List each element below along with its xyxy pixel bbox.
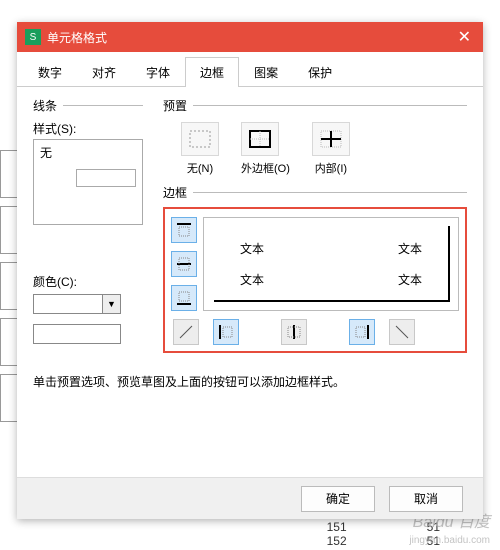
- border-preview[interactable]: 文本 文本 文本 文本: [203, 217, 459, 311]
- preset-none-label: 无(N): [181, 160, 219, 176]
- border-preview-frame: 文本 文本 文本 文本: [163, 207, 467, 353]
- border-diag-down-button[interactable]: [389, 319, 415, 345]
- border-group-label: 边框: [163, 184, 187, 201]
- close-icon[interactable]: ✕: [454, 27, 475, 47]
- border-right-button[interactable]: [349, 319, 375, 345]
- dialog-title: 单元格格式: [47, 29, 107, 46]
- line-group-label: 线条: [33, 97, 57, 114]
- app-logo-icon: S: [25, 29, 41, 45]
- dropdown-arrow-icon[interactable]: ▼: [103, 294, 121, 314]
- ok-button[interactable]: 确定: [301, 486, 375, 512]
- tab-2[interactable]: 字体: [131, 57, 185, 87]
- preview-text: 文本: [240, 271, 264, 288]
- preset-outer-button[interactable]: [241, 122, 279, 156]
- tab-5[interactable]: 保护: [293, 57, 347, 87]
- border-bottom-button[interactable]: [171, 285, 197, 311]
- preset-inner-label: 内部(I): [312, 160, 350, 176]
- line-style-list[interactable]: 无: [33, 139, 143, 225]
- border-top-button[interactable]: [171, 217, 197, 243]
- titlebar: S 单元格格式 ✕: [17, 22, 483, 52]
- border-diag-up-button[interactable]: [173, 319, 199, 345]
- tab-1[interactable]: 对齐: [77, 57, 131, 87]
- preset-inner-button[interactable]: [312, 122, 350, 156]
- color-swatch: [33, 294, 103, 314]
- color-picker[interactable]: ▼: [33, 294, 143, 314]
- preset-group-label: 预置: [163, 97, 187, 114]
- tab-3[interactable]: 边框: [185, 57, 239, 87]
- preview-text: 文本: [398, 240, 422, 257]
- hint-text: 单击预置选项、预览草图及上面的按钮可以添加边框样式。: [33, 373, 467, 390]
- tab-0[interactable]: 数字: [23, 57, 77, 87]
- cell-format-dialog: S 单元格格式 ✕ 数字对齐字体边框图案保护 线条 样式(S): 无 颜色(C)…: [17, 22, 483, 519]
- preset-outer-label: 外边框(O): [241, 160, 290, 176]
- color-label: 颜色(C):: [33, 273, 143, 290]
- watermark-url: jingyan.baidu.com: [409, 535, 490, 546]
- color-input[interactable]: [33, 324, 121, 344]
- style-preview-box: [76, 169, 136, 187]
- border-vmid-button[interactable]: [281, 319, 307, 345]
- border-left-button[interactable]: [213, 319, 239, 345]
- cancel-button[interactable]: 取消: [389, 486, 463, 512]
- border-hmid-button[interactable]: [171, 251, 197, 277]
- dialog-footer: 确定 取消: [17, 477, 483, 519]
- style-none-option[interactable]: 无: [40, 146, 52, 160]
- style-label: 样式(S):: [33, 120, 143, 137]
- preview-text: 文本: [240, 240, 264, 257]
- tab-bar: 数字对齐字体边框图案保护: [17, 56, 483, 87]
- preview-text: 文本: [398, 271, 422, 288]
- preset-none-button[interactable]: [181, 122, 219, 156]
- tab-4[interactable]: 图案: [239, 57, 293, 87]
